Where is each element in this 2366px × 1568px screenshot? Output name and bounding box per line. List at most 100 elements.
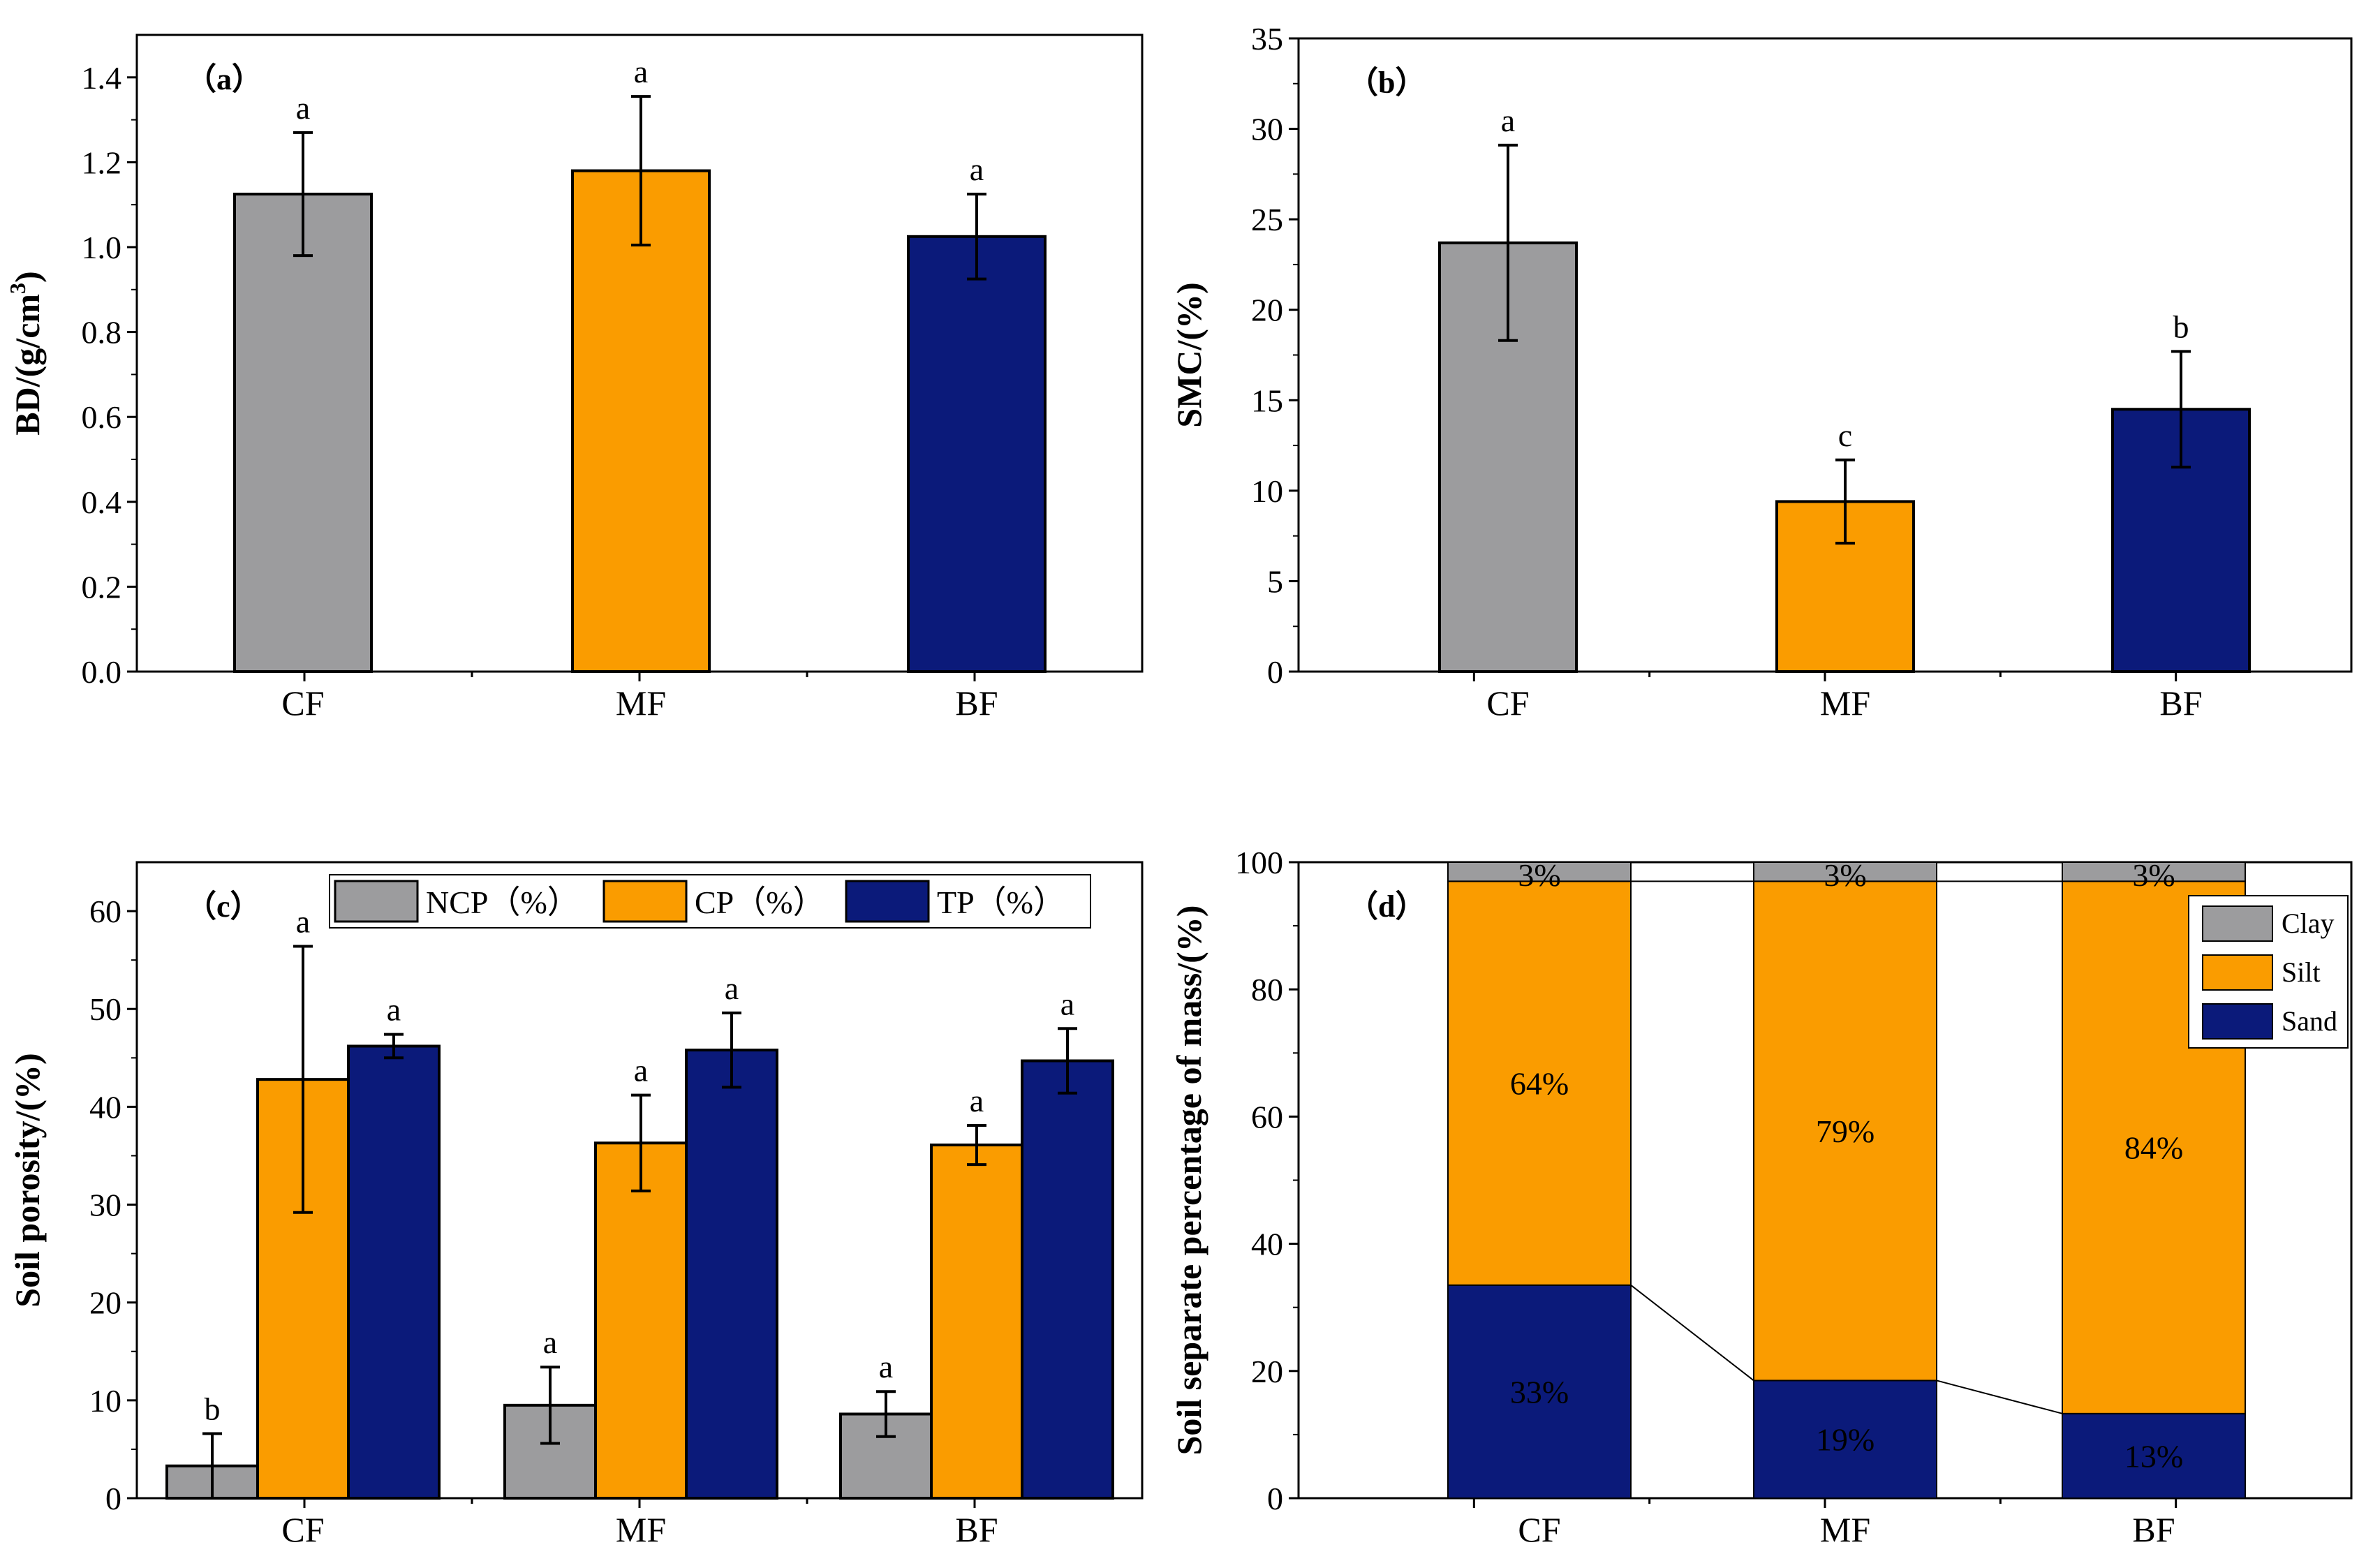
y-axis-label-sup: 3 [5, 283, 30, 294]
y-tick-label: 20 [89, 1285, 121, 1321]
y-tick-label: 1.2 [82, 145, 122, 180]
x-tick-label: MF [1820, 683, 1870, 723]
y-tick-label: 20 [1251, 1354, 1283, 1389]
y-axis-label: Soil separate percentage of mass/(%) [1169, 905, 1208, 1456]
y-tick-label: 0.4 [82, 485, 122, 520]
y-tick-label: 0.2 [82, 569, 122, 605]
y-axis-label: Soil porosity/(%) [8, 1053, 47, 1307]
y-tick-label: 0 [105, 1481, 121, 1516]
y-tick-label: 80 [1251, 972, 1283, 1007]
stack-label: 3% [2132, 857, 2175, 893]
y-tick-label: 35 [1251, 21, 1283, 57]
y-axis-label-main: BD/(g/cm [8, 294, 47, 436]
significance-letter: a [970, 1083, 984, 1118]
panel-b-smc-chart: 0 5 10 15 20 25 30 35 CF MF BF （b） a c b SMC/(%) [1169, 21, 2351, 723]
panel-a-bd-chart: 0.0 0.2 0.4 0.6 0.8 1.0 1.2 1.4 CF MF BF （a） a a a BD/(… [5, 35, 1142, 723]
legend-swatch [846, 881, 929, 922]
y-tick-label: 5 [1267, 563, 1283, 599]
y-tick-label: 30 [1251, 112, 1283, 147]
x-tick-label: BF [2132, 1510, 2175, 1549]
legend-label: CP（%） [695, 885, 825, 920]
y-axis-label: SMC/(%) [1169, 282, 1208, 427]
y-tick-label: 40 [89, 1089, 121, 1125]
y-tick-label: 15 [1251, 383, 1283, 418]
y-tick-label: 10 [89, 1383, 121, 1419]
x-tick-label: MF [1820, 1510, 1870, 1549]
significance-letter: b [2173, 309, 2189, 344]
panel-label: （c） [186, 889, 261, 924]
stack-label: 84% [2124, 1130, 2183, 1166]
x-tick-label: MF [616, 683, 666, 723]
significance-letter: a [296, 904, 310, 940]
x-tick-label: BF [2159, 683, 2202, 723]
panel-label: （a） [186, 62, 263, 96]
stack-label: 3% [1824, 857, 1866, 893]
y-axis-label: BD/(g/cm3) [5, 271, 47, 435]
y-tick-label: 0.8 [82, 315, 122, 350]
significance-letter: a [634, 54, 648, 89]
connector-line [1937, 1380, 2062, 1413]
legend-label: Clay [2282, 908, 2335, 939]
x-tick-label: BF [955, 1510, 998, 1549]
significance-letter: a [879, 1349, 893, 1384]
legend-label: Silt [2282, 956, 2321, 988]
x-tick-label: CF [281, 1510, 324, 1549]
y-tick-label: 40 [1251, 1227, 1283, 1262]
y-tick-label: 1.0 [82, 230, 122, 265]
legend-swatch [335, 881, 417, 922]
y-tick-label: 60 [1251, 1099, 1283, 1134]
bar-bf-s2 [1022, 1061, 1113, 1498]
y-tick-label: 0.0 [82, 654, 122, 690]
y-tick-label: 0 [1267, 654, 1283, 690]
y-tick-label: 10 [1251, 473, 1283, 509]
y-tick-label: 100 [1235, 845, 1283, 880]
legend-swatch [2203, 1004, 2272, 1039]
panel-label: （b） [1347, 66, 1426, 100]
stack-label: 13% [2124, 1438, 2183, 1474]
legend-swatch [2203, 955, 2272, 990]
legend-label: TP（%） [937, 885, 1065, 920]
significance-letter: c [1838, 417, 1852, 453]
x-tick-label: BF [955, 683, 998, 723]
bar-cf-s2 [348, 1046, 439, 1498]
legend: NCP（%） CP（%） TP（%） [330, 875, 1090, 928]
stack-label: 33% [1510, 1374, 1569, 1410]
stack-label: 64% [1510, 1066, 1569, 1102]
panel-c-porosity-chart: 0 10 20 30 40 50 60 CF MF BF （c） b a a a a a a a a NCP（%） CP（… [8, 862, 1142, 1549]
x-tick-label: CF [1518, 1510, 1560, 1549]
significance-letter: a [387, 992, 401, 1028]
stack-label: 3% [1518, 857, 1560, 893]
y-tick-label: 20 [1251, 293, 1283, 328]
significance-letter: a [970, 151, 984, 187]
figure: 0.0 0.2 0.4 0.6 0.8 1.0 1.2 1.4 CF MF BF （a） a a a BD/(… [0, 0, 2366, 1568]
panel-label: （d） [1347, 889, 1426, 924]
y-tick-label: 60 [89, 894, 121, 929]
y-tick-label: 0 [1267, 1481, 1283, 1516]
legend: Clay Silt Sand [2189, 896, 2348, 1048]
legend-label: NCP（%） [426, 885, 579, 920]
x-tick-label: MF [616, 1510, 666, 1549]
significance-letter: a [1501, 103, 1515, 138]
bar-bf [908, 237, 1045, 672]
bar-mf-s2 [686, 1050, 777, 1498]
y-tick-label: 0.6 [82, 399, 122, 435]
x-tick-label: CF [1486, 683, 1529, 723]
y-tick-label: 30 [89, 1188, 121, 1223]
legend-label: Sand [2282, 1005, 2337, 1037]
stack-label: 79% [1816, 1114, 1875, 1149]
y-tick-label: 50 [89, 991, 121, 1027]
legend-swatch [2203, 906, 2272, 941]
significance-letter: a [1060, 986, 1074, 1021]
stack-label: 19% [1816, 1422, 1875, 1458]
bar-mf-s1 [596, 1143, 686, 1498]
connector-line [1631, 1285, 1754, 1381]
significance-letter: a [543, 1324, 557, 1360]
legend-swatch [604, 881, 686, 922]
panel-d-soil-separate-chart: 0 20 40 60 80 100 CF MF BF （d） 33% 64% 3% 19% 79% 3% 13%… [1169, 845, 2351, 1549]
significance-letter: b [205, 1391, 221, 1426]
x-tick-label: CF [281, 683, 324, 723]
bar-bf-s1 [931, 1145, 1022, 1498]
y-axis-label-end: ) [8, 271, 47, 283]
y-tick-label: 1.4 [82, 60, 122, 96]
significance-letter: a [296, 90, 310, 126]
